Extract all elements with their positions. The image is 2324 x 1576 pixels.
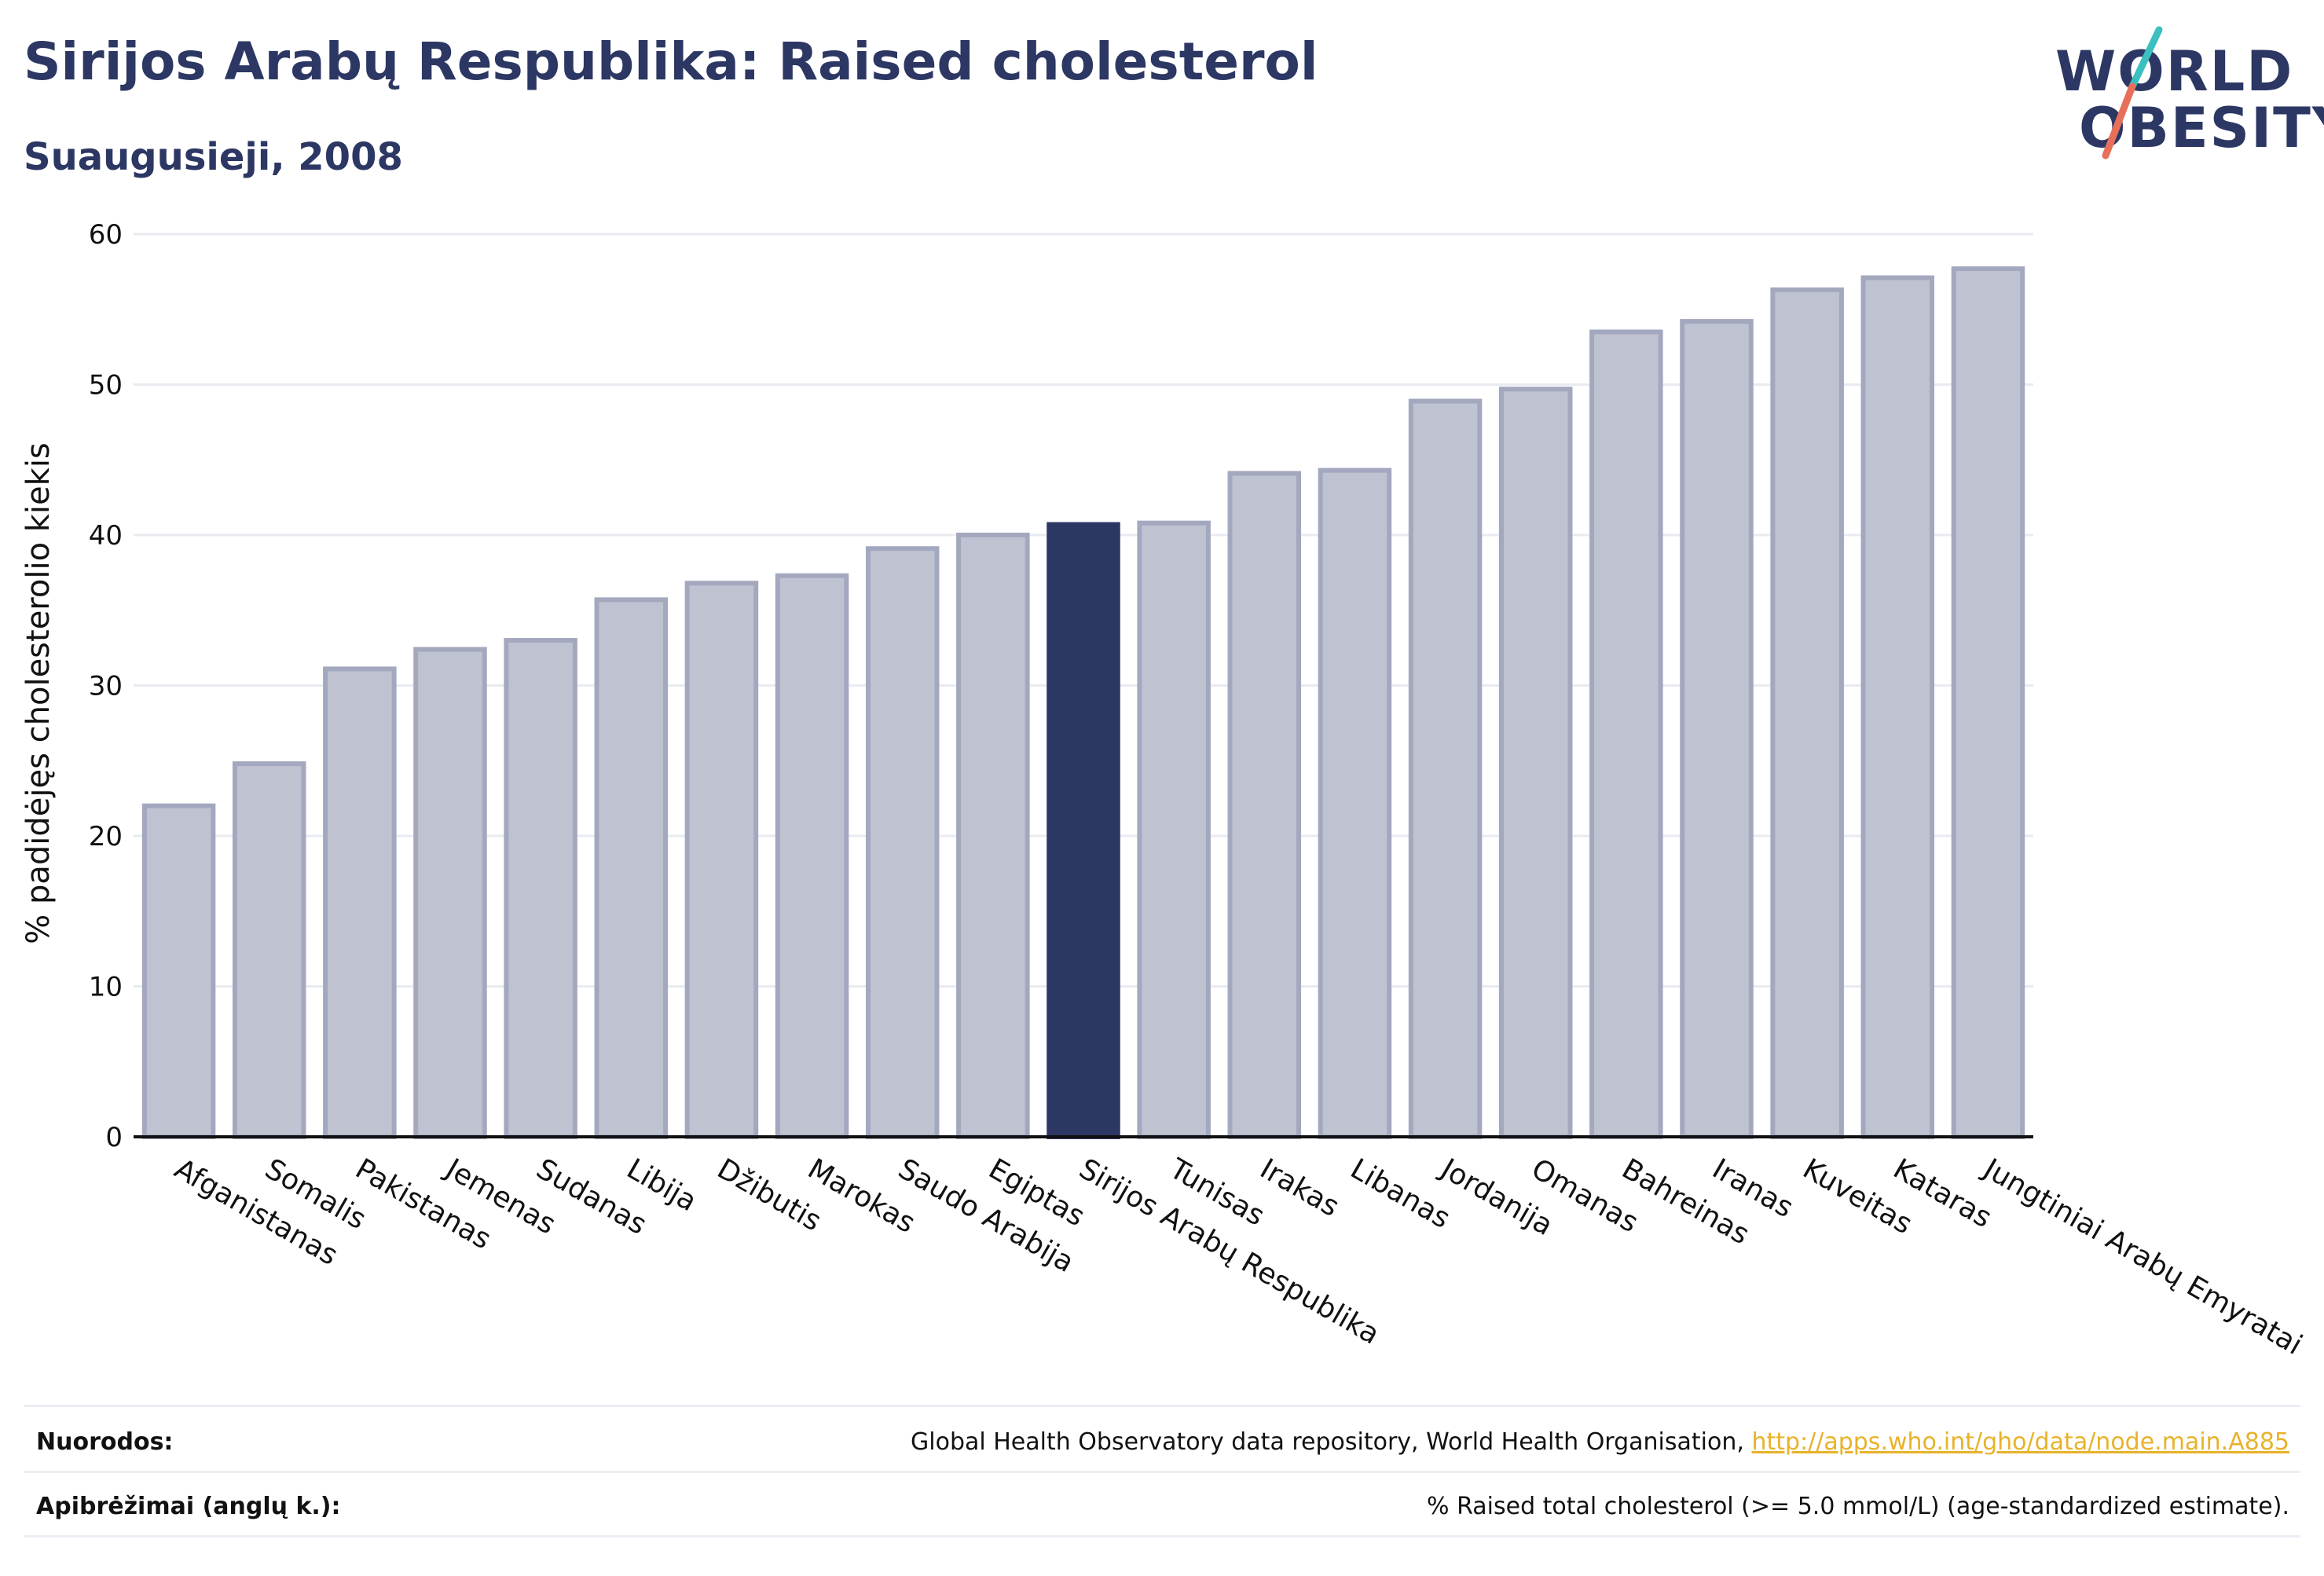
references-source: Global Health Observatory data repositor… <box>911 1428 1752 1456</box>
y-tick-label: 10 <box>89 972 123 1003</box>
bar[interactable] <box>1770 287 1844 1140</box>
bar-chart: 0 10 20 30 40 50 60 AfganistanasSomalisPakista… <box>20 219 2308 1362</box>
bar[interactable] <box>865 546 940 1139</box>
world-obesity-logo[interactable]: WORLD OBESITY <box>2051 22 2324 171</box>
bar[interactable] <box>1589 329 1663 1140</box>
bar[interactable] <box>413 647 487 1139</box>
footer-divider-top <box>24 1405 2300 1407</box>
definitions-text: % Raised total cholesterol (>= 5.0 mmol/… <box>1427 1493 2289 1520</box>
definitions-label: Apibrėžimai (anglų k.): <box>36 1493 341 1520</box>
bar[interactable] <box>1137 520 1211 1139</box>
bar[interactable] <box>594 597 669 1139</box>
bar[interactable] <box>232 761 306 1140</box>
bar[interactable] <box>1408 398 1483 1139</box>
bar[interactable] <box>1860 275 1935 1139</box>
bar[interactable] <box>1951 266 2025 1139</box>
y-axis-label: % padidėjęs cholesterolio kiekis <box>20 442 57 944</box>
bar[interactable] <box>504 638 577 1139</box>
bar[interactable] <box>141 803 216 1139</box>
x-tick-label: Džibutis <box>712 1153 827 1237</box>
y-tick-label: 40 <box>89 520 123 552</box>
y-tick-label: 0 <box>105 1122 123 1153</box>
references-link[interactable]: http://apps.who.int/gho/data/node.main.A… <box>1751 1428 2289 1456</box>
page-title: Sirijos Arabų Respublika: Raised cholest… <box>24 31 1318 92</box>
page-subtitle: Suaugusieji, 2008 <box>24 135 403 179</box>
x-tick-label: Irakas <box>1255 1153 1344 1223</box>
bars <box>141 266 2025 1140</box>
y-tick-label: 20 <box>89 821 123 852</box>
logo-slash-icon <box>2102 26 2163 159</box>
references-label: Nuorodos: <box>36 1428 174 1456</box>
y-tick-labels: 0 10 20 30 40 50 60 <box>89 219 123 1153</box>
bar[interactable] <box>1318 467 1392 1139</box>
bar[interactable] <box>775 573 849 1139</box>
footer-divider-bottom <box>24 1535 2300 1538</box>
bar[interactable] <box>684 581 759 1139</box>
y-tick-label: 30 <box>89 671 123 702</box>
bar[interactable] <box>323 666 397 1139</box>
y-tick-label: 50 <box>89 370 123 401</box>
bar[interactable] <box>1227 471 1302 1139</box>
logo-line-1: WORLD <box>2055 39 2294 104</box>
bar[interactable] <box>956 533 1030 1139</box>
bar[interactable] <box>1680 319 1754 1140</box>
footer-divider-middle <box>24 1471 2300 1473</box>
references-text: Global Health Observatory data repositor… <box>911 1428 2289 1456</box>
x-tick-label: Jungtiniai Arabų Emyratai <box>1977 1152 2308 1362</box>
x-tick-label: Libanas <box>1345 1153 1456 1235</box>
bar[interactable] <box>1498 387 1573 1139</box>
x-tick-labels: AfganistanasSomalisPakistanasJemenasSuda… <box>169 1152 2308 1362</box>
y-tick-label: 60 <box>89 219 123 251</box>
bar[interactable] <box>1047 522 1120 1139</box>
